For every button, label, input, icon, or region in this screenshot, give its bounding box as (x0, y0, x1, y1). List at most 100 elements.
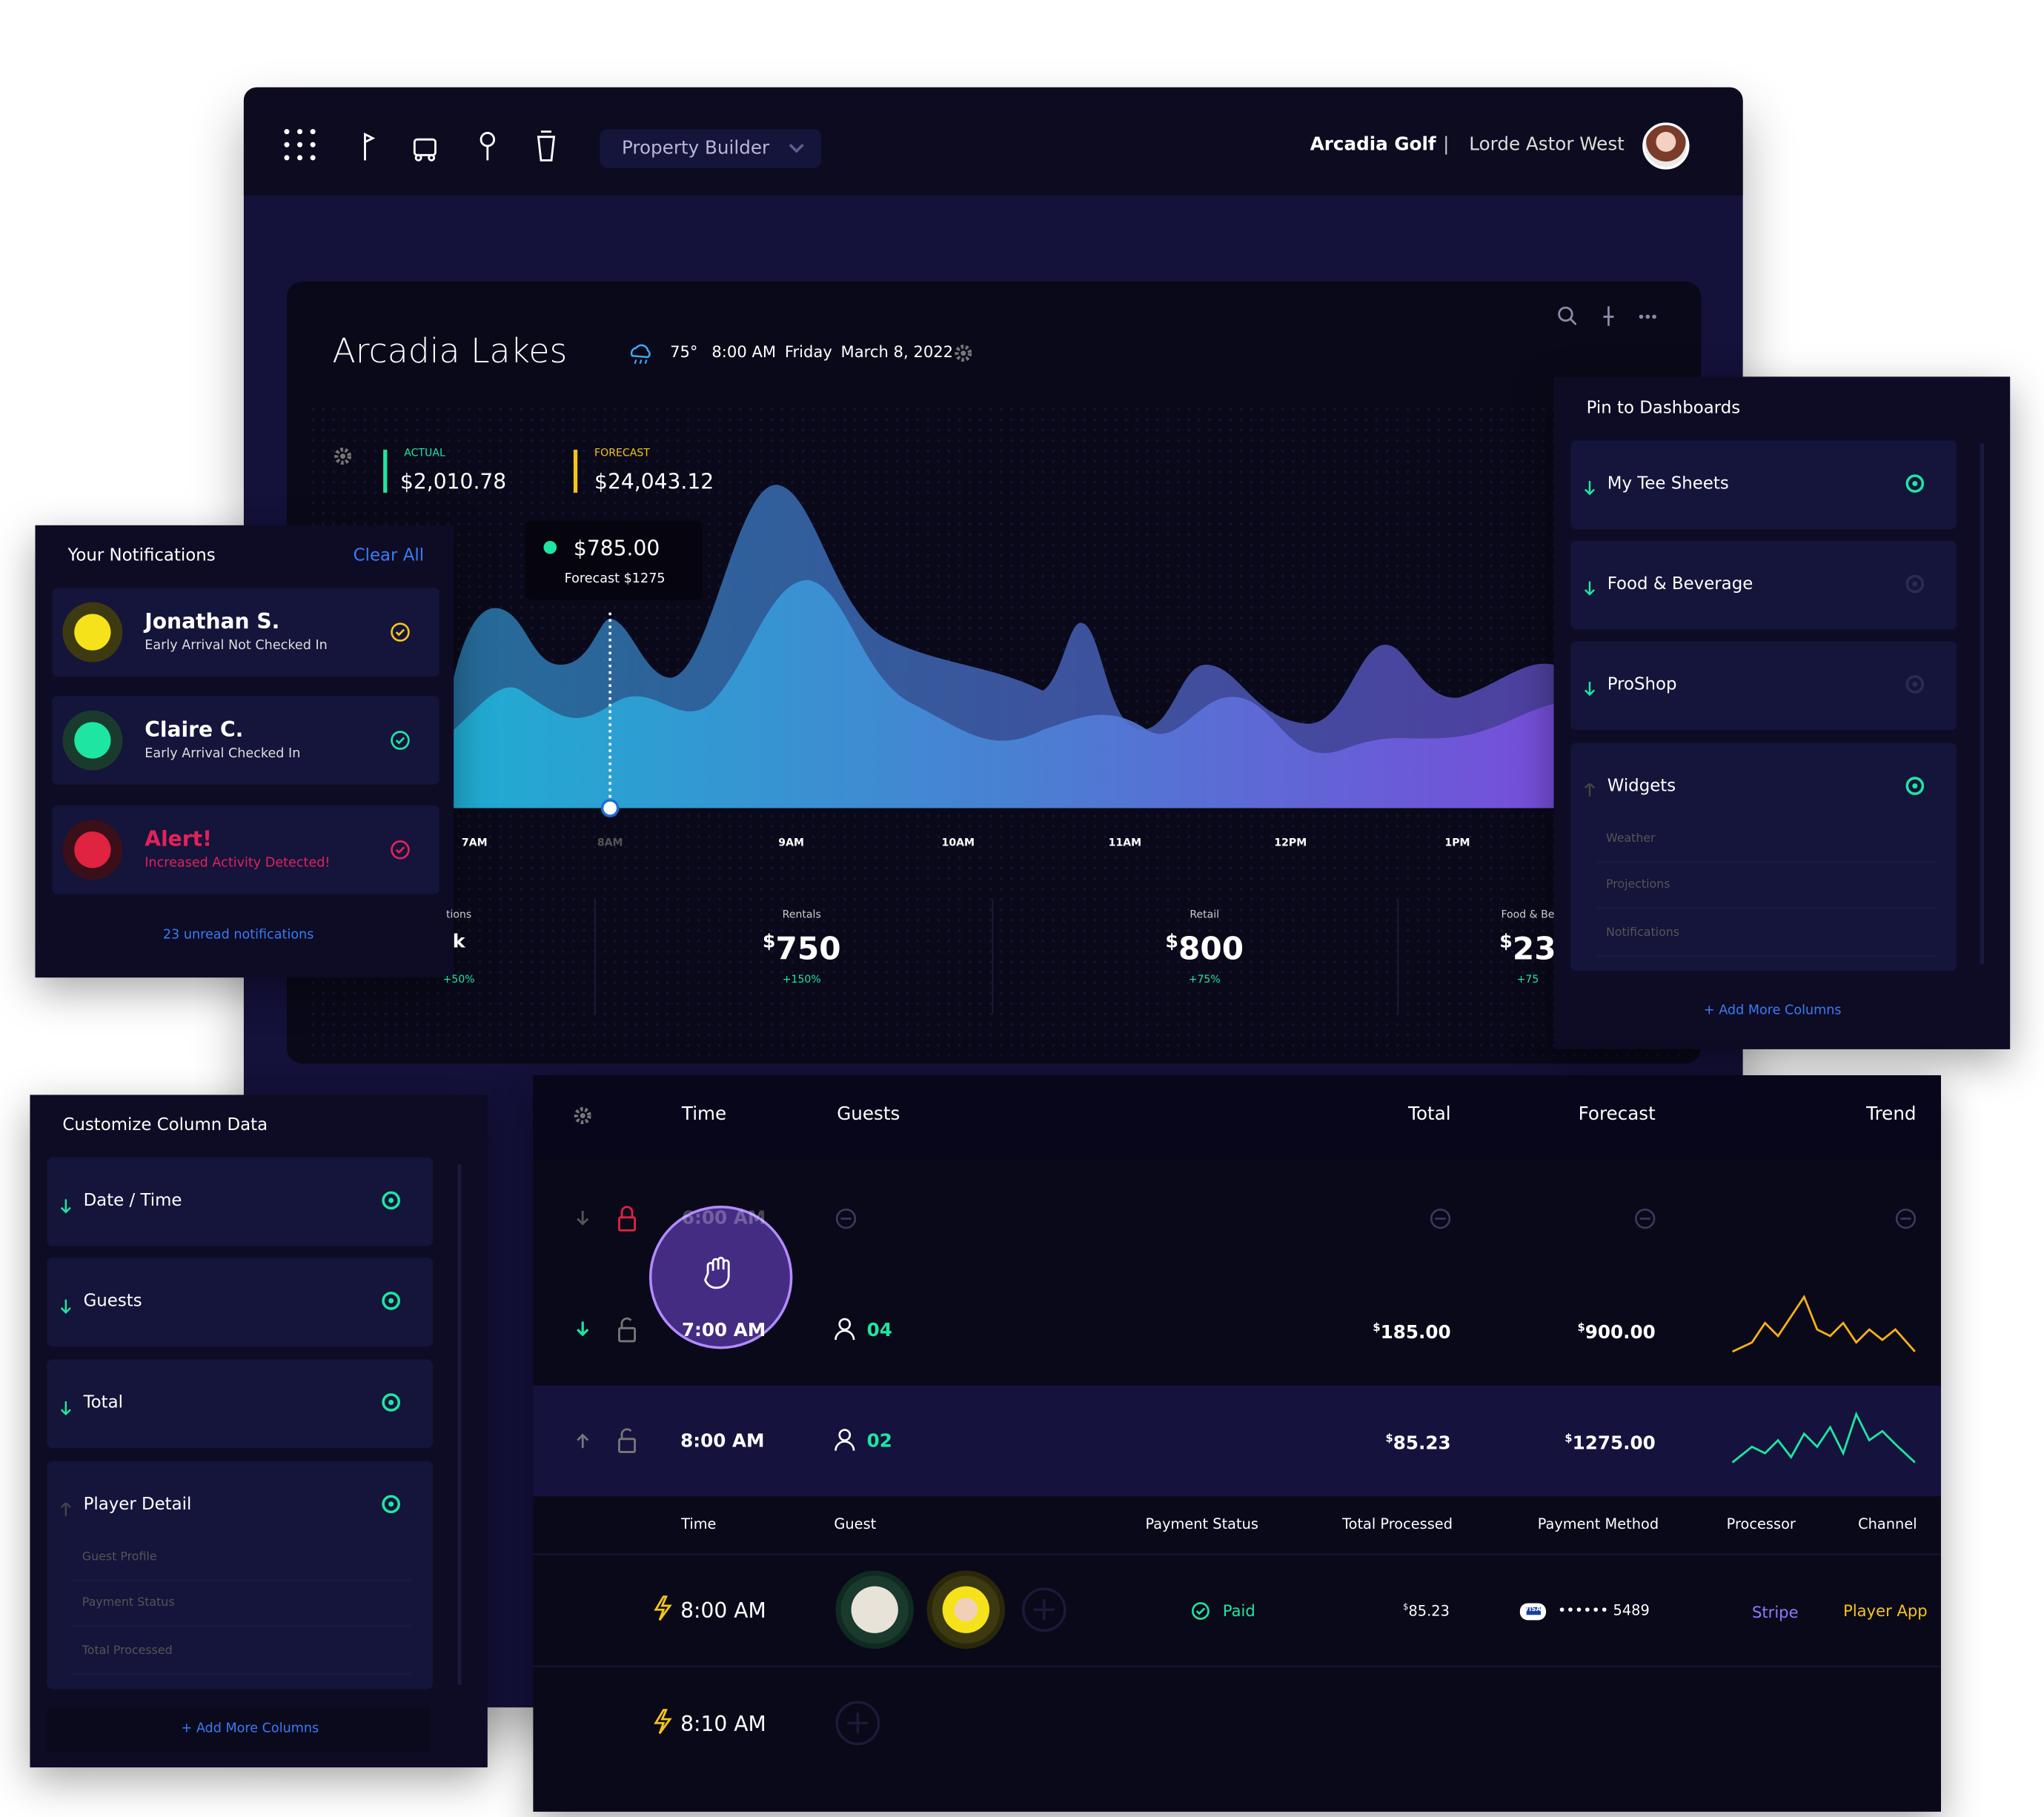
area-chart (454, 485, 1554, 817)
pin-item (1570, 440, 1957, 530)
column-header: Total (1408, 1103, 1451, 1125)
column-header: Trend (1866, 1103, 1917, 1125)
notification-name: Claire C. (145, 717, 244, 742)
pin-sub-label: Weather (1605, 832, 1656, 846)
status-svg (391, 731, 410, 750)
user-avatar[interactable] (1642, 122, 1690, 170)
sub-divider (1596, 907, 1936, 908)
stat-change: +50% (442, 973, 475, 986)
notification-name: Jonathan S. (145, 608, 280, 634)
x-label: 10AM (941, 837, 975, 849)
pin-label: ProShop (1607, 675, 1677, 695)
pin-sub-label: Projections (1605, 878, 1670, 892)
chevron (789, 143, 804, 153)
arrow-icon (1584, 778, 1596, 797)
status-icon (390, 840, 414, 868)
column-item (47, 1359, 433, 1449)
stat-value: $800 (1165, 930, 1244, 968)
sub-divider (1596, 861, 1936, 863)
status-icon (390, 730, 414, 759)
toggle[interactable] (382, 1292, 400, 1310)
tooltip-value: $785.00 (573, 535, 660, 561)
columns-add[interactable]: + Add More Columns (181, 1721, 319, 1736)
detail-header: Payment Status (1145, 1515, 1258, 1533)
actual-value: $2,010.78 (399, 469, 507, 494)
clear-all[interactable]: Clear All (353, 545, 425, 566)
x-label: 9AM (778, 837, 804, 849)
scrollbar[interactable] (1980, 443, 1985, 965)
stat-change: +75 (1516, 973, 1539, 986)
status-icon (390, 622, 414, 651)
detail-header: Channel (1858, 1515, 1917, 1533)
tooltip-forecast: Forecast $1275 (564, 572, 666, 587)
toggle[interactable] (1905, 675, 1925, 694)
nav-icons[interactable] (273, 124, 574, 170)
row-highlight (533, 1385, 1942, 1497)
toggle[interactable] (1905, 574, 1925, 594)
detail-header: Payment Method (1537, 1515, 1659, 1533)
arrow-svg (60, 1199, 71, 1214)
drag-handle[interactable] (648, 1205, 793, 1349)
settings-icon[interactable] (953, 343, 974, 364)
column-header: Forecast (1578, 1103, 1656, 1125)
sub-divider (1596, 955, 1936, 957)
tooltip (525, 521, 703, 600)
column-label: Guests (83, 1292, 142, 1312)
table-header (533, 1075, 1942, 1160)
payment-status: Paid (1222, 1601, 1255, 1621)
arrow-svg (60, 1299, 71, 1314)
column-sub-label: Total Processed (82, 1644, 173, 1658)
property-menu[interactable]: Property Builder (621, 138, 770, 159)
chart-settings[interactable] (333, 446, 354, 467)
column-header: Guests (837, 1103, 900, 1125)
columns-title: Customize Column Data (62, 1115, 268, 1136)
table-settings[interactable] (572, 1106, 593, 1126)
time: 8:00 AM (711, 342, 777, 362)
arrow-svg (60, 1501, 71, 1516)
cursor-dot[interactable] (600, 799, 620, 817)
forecast-bar (573, 449, 578, 493)
scrollbar[interactable] (457, 1163, 462, 1686)
avatar (62, 602, 123, 662)
payment-method: •••••• 5489 (1557, 1601, 1650, 1619)
avatar-inner (74, 831, 111, 868)
pin-add[interactable]: + Add More Columns (1703, 1003, 1842, 1018)
unread-count[interactable]: 23 unread notifications (162, 928, 314, 943)
notification-name: Alert! (145, 826, 212, 851)
stat-change: +75% (1188, 973, 1221, 986)
processor: Stripe (1751, 1603, 1799, 1622)
toggle[interactable] (382, 1191, 400, 1210)
row-time: 7:00 AM (681, 1320, 766, 1341)
row-total: $85.23 (1385, 1431, 1451, 1455)
stat-label: Rentals (782, 908, 821, 920)
dashboard-title: Arcadia Lakes (332, 332, 568, 372)
toggle[interactable] (382, 1495, 400, 1514)
sub-divider (71, 1625, 411, 1627)
avatar-inner (74, 722, 111, 759)
pin-item (1570, 641, 1957, 730)
detail-time: 8:00 AM (680, 1598, 766, 1623)
stat-divider (594, 899, 596, 1014)
x-label: 12PM (1274, 837, 1307, 849)
toggle[interactable] (1905, 474, 1925, 493)
column-sub-label: Payment Status (82, 1596, 175, 1610)
toggle[interactable] (382, 1393, 400, 1412)
arrow-svg (1584, 481, 1596, 496)
property-dropdown[interactable] (600, 129, 822, 168)
actual-label: ACTUAL (404, 447, 445, 459)
card-tools[interactable] (1554, 302, 1665, 328)
table-icons (577, 1206, 1917, 1746)
column-sub-label: Guest Profile (82, 1551, 157, 1564)
stat-value: $750 (762, 930, 841, 968)
pin-item (1570, 540, 1957, 630)
pin-sub-label: Notifications (1605, 926, 1680, 940)
footer-bar (47, 1707, 431, 1752)
stat-label: Retail (1189, 908, 1220, 920)
toggle[interactable] (1905, 777, 1925, 795)
column-label: Total (83, 1393, 123, 1413)
detail-header: Processor (1726, 1515, 1796, 1533)
arrow-svg (1584, 681, 1596, 697)
org-name: Arcadia Golf (1310, 134, 1436, 156)
